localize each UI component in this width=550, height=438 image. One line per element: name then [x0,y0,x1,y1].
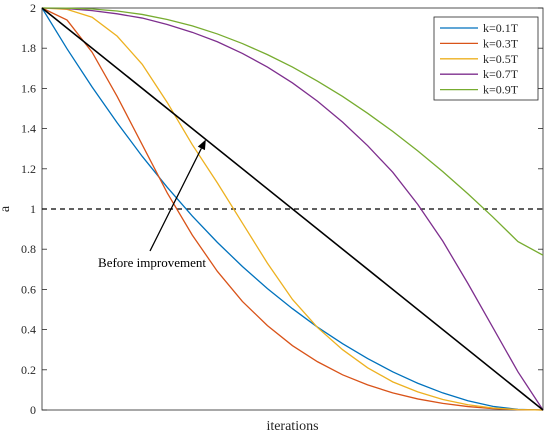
legend-label: k=0.7T [483,67,519,81]
annotation-label: Before improvement [98,255,206,270]
y-tick-label: 2 [30,1,36,15]
legend-items: k=0.1Tk=0.3T k=0.5Tk=0.7T k=0.9T [440,21,519,97]
y-tick-label: 0 [30,403,36,417]
y-axis-ticks: 0 0.2 0.4 0.6 0.8 1 1.2 1.4 1.6 1.8 2 [21,1,543,417]
y-tick-label: 1 [30,202,36,216]
legend-label: k=0.5T [483,52,519,66]
annotation-arrow-line [149,148,202,252]
annotation-arrowhead [197,139,206,151]
y-tick-label: 0.2 [21,363,36,377]
y-tick-label: 1.4 [21,122,36,136]
y-axis-title: a [0,205,13,212]
y-tick-label: 0.4 [21,323,36,337]
series-line [41,7,544,411]
y-tick-label: 1.8 [21,41,36,55]
legend-label: k=0.1T [483,21,519,35]
series-line [41,7,544,411]
legend-label: k=0.3T [483,36,519,50]
y-tick-label: 1.2 [21,162,36,176]
y-tick-label: 0.8 [21,242,36,256]
legend-label: k=0.9T [483,83,519,97]
legend: k=0.1Tk=0.3T k=0.5Tk=0.7T k=0.9T [433,16,539,101]
series-line [41,7,544,411]
x-axis-title: iterations [266,419,318,434]
annotation: Before improvement [98,139,206,270]
series-line [41,7,544,411]
series-line [41,7,544,256]
y-tick-label: 0.6 [21,282,36,296]
baseline-line [41,7,544,411]
y-tick-label: 1.6 [21,81,36,95]
series-group [41,7,544,411]
